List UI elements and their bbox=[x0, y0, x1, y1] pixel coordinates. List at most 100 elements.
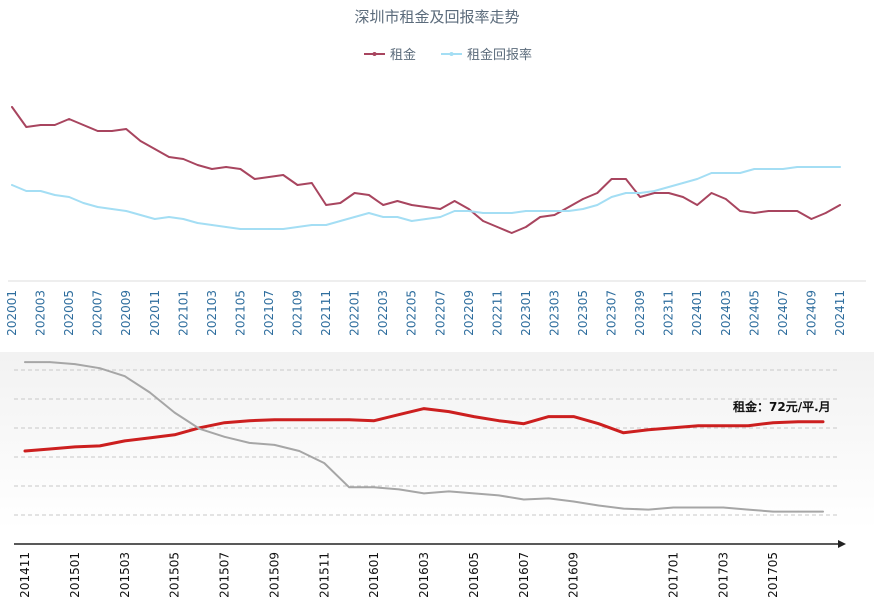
data-point bbox=[539, 216, 542, 218]
data-point bbox=[839, 166, 841, 168]
data-point bbox=[239, 168, 242, 170]
data-point bbox=[325, 224, 327, 226]
data-point bbox=[696, 204, 699, 206]
data-point bbox=[168, 216, 170, 218]
x-tick-label: 202007 bbox=[91, 290, 105, 336]
data-point bbox=[822, 420, 824, 423]
data-point bbox=[610, 178, 613, 180]
x-tick-label: 202009 bbox=[119, 290, 133, 336]
data-point bbox=[373, 419, 375, 422]
data-point bbox=[522, 498, 525, 501]
data-point bbox=[622, 431, 625, 434]
data-point bbox=[796, 210, 799, 212]
data-point bbox=[439, 208, 442, 210]
x-tick-label: 202201 bbox=[348, 290, 362, 336]
data-point bbox=[111, 130, 113, 132]
data-point bbox=[382, 216, 385, 218]
x-tick-label: 202003 bbox=[34, 290, 48, 336]
x-tick-label: 202001 bbox=[5, 290, 19, 336]
data-point bbox=[39, 190, 42, 192]
data-point bbox=[410, 220, 413, 222]
x-tick-label: 202309 bbox=[633, 290, 647, 336]
data-point bbox=[353, 192, 356, 194]
data-point bbox=[325, 204, 327, 206]
data-point bbox=[497, 419, 500, 422]
data-point bbox=[482, 212, 484, 214]
data-point bbox=[547, 415, 550, 418]
data-point bbox=[653, 192, 656, 194]
data-point bbox=[639, 196, 641, 198]
data-point bbox=[767, 210, 770, 212]
data-point bbox=[82, 202, 85, 204]
data-point bbox=[398, 413, 400, 416]
rent-annotation: 租金：72元/平.月 bbox=[733, 399, 831, 414]
x-tick-label: 202107 bbox=[262, 290, 276, 336]
legend-label-rent: 租金 bbox=[390, 47, 416, 63]
data-point bbox=[622, 507, 625, 510]
data-point bbox=[553, 210, 556, 212]
data-point bbox=[682, 182, 684, 184]
data-point bbox=[782, 168, 784, 170]
data-point bbox=[211, 168, 213, 170]
data-point bbox=[522, 422, 525, 425]
data-point bbox=[339, 202, 342, 204]
data-point bbox=[239, 228, 242, 230]
data-point bbox=[368, 194, 370, 196]
x-tick-label: 201705 bbox=[766, 552, 780, 598]
data-point bbox=[123, 440, 126, 442]
data-point bbox=[453, 210, 456, 212]
data-point bbox=[273, 418, 276, 421]
plot-area bbox=[11, 106, 841, 234]
x-tick-label: 202005 bbox=[62, 290, 76, 336]
legend-marker-rent bbox=[372, 52, 377, 56]
data-point bbox=[739, 210, 741, 212]
data-point bbox=[710, 192, 713, 194]
data-point bbox=[467, 208, 470, 210]
x-tick-label: 202409 bbox=[804, 290, 818, 336]
data-point bbox=[153, 218, 156, 220]
data-point bbox=[182, 158, 185, 160]
data-point bbox=[198, 427, 201, 430]
data-point bbox=[553, 214, 556, 216]
data-point bbox=[410, 204, 413, 206]
x-tick-label: 202307 bbox=[605, 290, 619, 336]
data-point bbox=[282, 174, 285, 176]
data-point bbox=[696, 178, 699, 180]
x-tick-label: 202403 bbox=[719, 290, 733, 336]
data-point bbox=[368, 212, 370, 214]
data-point bbox=[68, 196, 70, 198]
data-point bbox=[196, 222, 199, 224]
data-point bbox=[396, 216, 399, 218]
data-point bbox=[722, 424, 725, 427]
data-point bbox=[296, 226, 299, 228]
data-point bbox=[596, 192, 599, 194]
data-point bbox=[822, 510, 824, 513]
data-point bbox=[225, 166, 228, 168]
data-point bbox=[296, 184, 299, 186]
data-point bbox=[253, 228, 256, 230]
data-point bbox=[11, 106, 13, 108]
x-tick-label: 202209 bbox=[462, 290, 476, 336]
data-point bbox=[223, 435, 226, 438]
data-point bbox=[253, 178, 256, 180]
data-point bbox=[373, 486, 375, 489]
x-tick-label: 201703 bbox=[716, 552, 730, 598]
data-point bbox=[667, 192, 670, 194]
x-tick-label: 201605 bbox=[467, 552, 481, 598]
data-point bbox=[739, 172, 741, 174]
data-point bbox=[49, 361, 51, 363]
data-point bbox=[639, 192, 641, 194]
x-tick-label: 202301 bbox=[519, 290, 533, 336]
data-point bbox=[396, 200, 399, 202]
x-tick-label: 202101 bbox=[176, 290, 190, 336]
data-point bbox=[510, 212, 513, 214]
gridlines bbox=[14, 369, 838, 516]
x-tick-label: 202011 bbox=[148, 290, 162, 336]
data-point bbox=[398, 488, 400, 491]
data-point bbox=[310, 182, 313, 184]
x-tick-label: 202109 bbox=[291, 290, 305, 336]
x-tick-label: 202401 bbox=[690, 290, 704, 336]
x-tick-label: 201505 bbox=[168, 552, 182, 598]
data-point bbox=[298, 450, 301, 452]
data-point bbox=[225, 226, 228, 228]
